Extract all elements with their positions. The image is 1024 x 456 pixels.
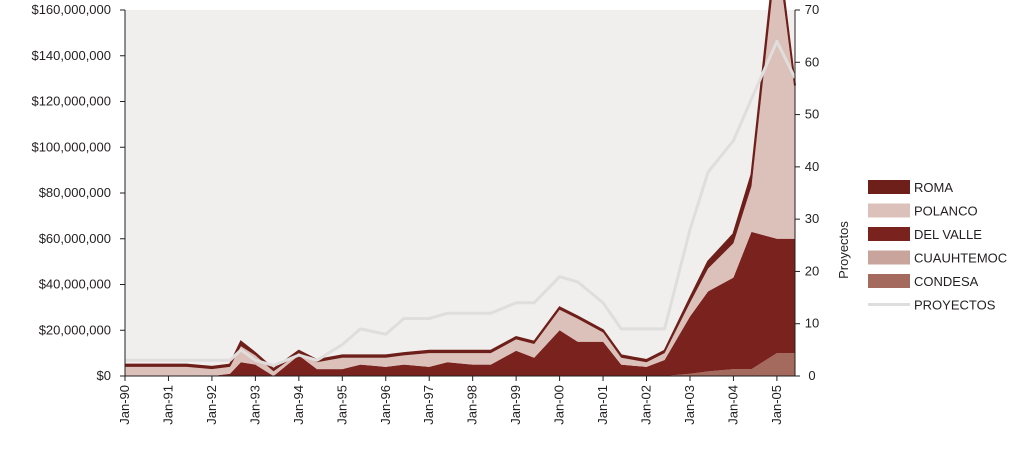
y-left-tick-label: $0 xyxy=(97,368,111,383)
x-tick-label: Jan-93 xyxy=(247,385,262,425)
area-series-del-valle xyxy=(125,231,795,376)
y-left-tick-label: $60,000,000 xyxy=(39,231,111,246)
x-tick-label: Jan-94 xyxy=(291,385,306,425)
y-right-axis-title: Proyectos xyxy=(836,221,851,279)
legend-label-polanco: POLANCO xyxy=(914,204,978,219)
legend-swatch-roma xyxy=(868,180,910,194)
y-right-tick-label: 20 xyxy=(805,263,819,278)
y-right-tick-label: 70 xyxy=(805,2,819,17)
y-left-tick-label: $160,000,000 xyxy=(31,2,111,17)
y-right-tick-label: 30 xyxy=(805,211,819,226)
line-series-proyectos xyxy=(125,39,797,367)
y-left-tick-label: $140,000,000 xyxy=(31,48,111,63)
x-tick-label: Jan-90 xyxy=(117,385,132,425)
y-right-tick-label: 10 xyxy=(805,316,819,331)
legend-label-condesa: CONDESA xyxy=(914,274,979,289)
legend-swatch-polanco xyxy=(868,203,910,218)
x-tick-label: Jan-03 xyxy=(682,385,697,425)
legend-label-cuauhtemoc: CUAUHTEMOC xyxy=(914,251,1007,266)
legend-swatch-del-valle xyxy=(868,227,910,241)
legend-label-proyectos: PROYECTOS xyxy=(914,298,996,313)
x-tick-label: Jan-02 xyxy=(639,385,654,425)
x-tick-label: Jan-05 xyxy=(769,385,784,425)
legend-label-roma: ROMA xyxy=(914,180,953,195)
x-tick-label: Jan-00 xyxy=(552,385,567,425)
x-tick-label: Jan-97 xyxy=(421,385,436,425)
x-tick-label: Jan-99 xyxy=(508,385,523,425)
x-tick-label: Jan-04 xyxy=(725,385,740,425)
x-tick-label: Jan-91 xyxy=(160,385,175,425)
y-right-tick-label: 60 xyxy=(805,54,819,69)
y-left-tick-label: $80,000,000 xyxy=(39,185,111,200)
y-left-tick-label: $40,000,000 xyxy=(39,277,111,292)
y-right-tick-label: 40 xyxy=(805,159,819,174)
legend-swatch-condesa xyxy=(868,274,910,288)
x-tick-label: Jan-92 xyxy=(204,385,219,425)
y-left-tick-label: $120,000,000 xyxy=(31,94,111,109)
x-tick-label: Jan-01 xyxy=(595,385,610,425)
legend-label-del-valle: DEL VALLE xyxy=(914,227,982,242)
x-tick-label: Jan-96 xyxy=(378,385,393,425)
x-tick-label: Jan-98 xyxy=(465,385,480,425)
y-left-tick-label: $20,000,000 xyxy=(39,322,111,337)
x-tick-label: Jan-95 xyxy=(334,385,349,425)
area-series-condesa xyxy=(125,353,795,376)
y-right-tick-label: 50 xyxy=(805,107,819,122)
legend-swatch-cuauhtemoc xyxy=(868,250,910,265)
y-left-tick-label: $100,000,000 xyxy=(31,139,111,154)
y-right-tick-label: 0 xyxy=(808,368,815,383)
